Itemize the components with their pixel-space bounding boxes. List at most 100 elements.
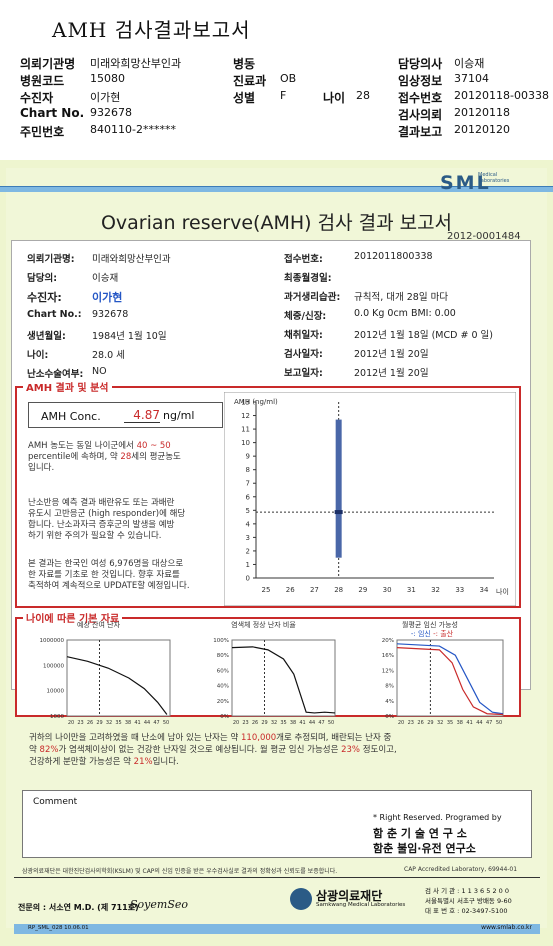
- field-value: 이승재: [92, 273, 119, 284]
- header-cell: 결과보고: [398, 125, 443, 139]
- x-tick-label: 41: [466, 720, 472, 726]
- y-tick-label: 8%: [385, 684, 394, 690]
- x-tick-label: 50: [163, 720, 169, 726]
- y-tick-label: 1000: [50, 714, 64, 720]
- y-tick-label: 10: [241, 439, 250, 447]
- curve-eggs: [66, 656, 168, 715]
- field-value: 2012011800338: [354, 251, 433, 262]
- header-cell: 미래와희망산부인과: [90, 57, 182, 70]
- x-tick-label: 38: [125, 720, 131, 726]
- x-tick-label: 44: [144, 720, 150, 726]
- org-name-2: 함춘 불임·유전 연구소: [373, 842, 476, 855]
- scan-header: AMH 검사결과보고서 의뢰기관명 미래와희망산부인과 병동 담당의사 이승재 병원코드 1…: [0, 0, 553, 160]
- small-chart-title: 월평균 임신 가능성: [402, 620, 458, 629]
- x-tick-label: 33: [455, 586, 464, 594]
- report-title: Ovarian reserve(AMH) 검사 결과 보고서: [100, 212, 453, 234]
- y-tick-label: 11: [241, 426, 250, 434]
- small-chart-legend: -: 임신 -: 출산: [411, 629, 454, 638]
- x-tick-label: 20: [398, 720, 404, 726]
- x-tick-label: 26: [87, 720, 93, 726]
- field-label: 과거생리습관:: [284, 292, 341, 303]
- y-tick-label: 16%: [382, 653, 394, 659]
- x-tick-label: 29: [427, 720, 433, 726]
- sml-logo-sub: Medical Laboratories: [478, 172, 510, 184]
- x-tick-label: 23: [242, 720, 248, 726]
- y-tick-label: 1000000: [40, 638, 65, 644]
- x-axis-label: 나이: [496, 587, 509, 596]
- amh-section-title: AMH 결과 및 분석: [23, 379, 112, 394]
- field-value: 1984년 1월 10일: [92, 331, 167, 342]
- plot-area: [231, 639, 336, 717]
- x-tick-label: 34: [480, 586, 489, 594]
- header-cell: 수진자: [20, 91, 54, 105]
- field-value: 미래와희망산부인과: [92, 254, 171, 265]
- header-cell: OB: [280, 72, 297, 85]
- y-tick-label: 40%: [217, 684, 229, 690]
- report-sheet: SML Medical Laboratories Ovarian reserve(…: [0, 160, 553, 946]
- sml-logo: SML: [440, 172, 491, 194]
- x-tick-label: 29: [96, 720, 102, 726]
- y-tick-label: 3: [246, 534, 250, 542]
- y-tick-label: 0%: [385, 714, 394, 720]
- org-name: 삼광의료재단: [316, 889, 383, 903]
- range-bar: [335, 419, 342, 558]
- x-tick-label: 32: [431, 586, 440, 594]
- plot-area: [396, 639, 504, 717]
- y-tick-label: 80%: [217, 653, 229, 659]
- chart-remaining-eggs: 예상 잔여 난자 1000000 100000 10000 1000 20 23 26 29 32…: [40, 620, 171, 726]
- cap-text: CAP Accredited Laboratory, 69944-01: [404, 866, 518, 873]
- org-name-en: Samkwang Medical Laboratories: [316, 902, 406, 908]
- field-label: 최종월경일:: [284, 273, 332, 284]
- header-cell: 의뢰기관명: [20, 57, 76, 71]
- amh-conc-unit: ng/ml: [163, 409, 195, 422]
- x-tick-label: 35: [115, 720, 121, 726]
- comment-label: Comment: [33, 797, 78, 807]
- y-tick-label: 6: [246, 493, 251, 501]
- amh-percentile-text: AMH 농도는 동일 나이군에서 40 ~ 50 percentile에 속하며…: [28, 441, 181, 473]
- field-value: 2012년 1월 20일: [354, 368, 429, 379]
- small-chart-title: 염색체 정상 난자 비율: [231, 620, 296, 629]
- header-cell: 나이: [323, 91, 346, 105]
- header-cell: 840110-2******: [90, 123, 176, 136]
- x-tick-label: 41: [134, 720, 140, 726]
- x-tick-label: 20: [233, 720, 239, 726]
- y-tick-label: 20%: [382, 638, 394, 644]
- x-tick-label: 35: [447, 720, 453, 726]
- x-tick-label: 50: [496, 720, 502, 726]
- amh-section: AMH 결과 및 분석 AMH Conc. 4.87 ng/ml AMH 농도는…: [15, 379, 521, 608]
- field-value: NO: [92, 366, 107, 377]
- form-code: RP_SML_028 10.06.01: [28, 925, 89, 931]
- header-cell: 검사의뢰: [398, 108, 443, 122]
- rights-text: * Right Reserved. Programed by: [373, 813, 502, 822]
- y-tick-label: 5: [246, 507, 250, 515]
- x-tick-label: 38: [290, 720, 296, 726]
- field-label: 검사일자:: [284, 349, 323, 360]
- y-tick-label: 0: [246, 575, 250, 583]
- x-tick-label: 32: [437, 720, 443, 726]
- curve-pregnancy: [396, 643, 504, 715]
- footer-bar: RP_SML_028 10.06.01 www.smlab.co.kr: [14, 924, 540, 934]
- field-value: 규칙적, 대개 28일 마다: [354, 292, 449, 303]
- header-cell: 28: [356, 89, 370, 102]
- x-tick-label: 26: [252, 720, 258, 726]
- field-value: 932678: [92, 309, 129, 320]
- field-label: 생년월일:: [27, 331, 66, 342]
- report-number: 2012-0001484: [447, 231, 521, 242]
- x-tick-label: 38: [457, 720, 463, 726]
- field-label: 의뢰기관명:: [27, 254, 75, 265]
- y-tick-label: 10000: [47, 689, 65, 695]
- amh-conc-value: 4.87: [124, 408, 160, 423]
- header-cell: 20120118: [454, 106, 510, 119]
- field-value: 2012년 1월 20일: [354, 349, 429, 360]
- header-title: AMH 검사결과보고서: [52, 18, 251, 42]
- x-tick-label: 32: [106, 720, 112, 726]
- x-tick-label: 26: [417, 720, 423, 726]
- x-tick-label: 20: [68, 720, 74, 726]
- field-label: 담당의:: [27, 273, 58, 284]
- y-tick-label: 4%: [385, 699, 394, 705]
- amh-response-text: 난소반응 예측 결과 배란유도 또는 과배란 유도시 고반응군 (high res…: [28, 498, 186, 541]
- doctor-text: 전문의 : 서소연 M.D. (제 711호): [18, 903, 139, 912]
- header-cell: 20120118-00338: [454, 89, 549, 102]
- y-tick-label: 4: [246, 520, 251, 528]
